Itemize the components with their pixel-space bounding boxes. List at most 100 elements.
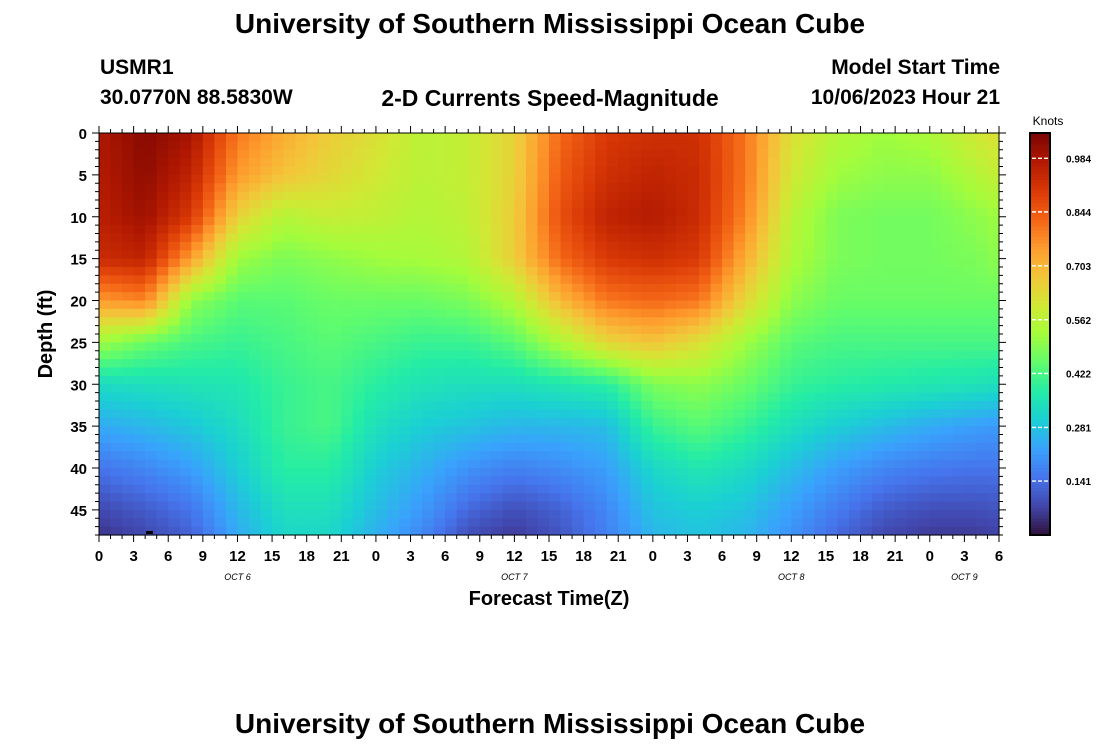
heatmap-cell: [202, 233, 215, 243]
heatmap-cell: [225, 158, 239, 168]
heatmap-cell: [191, 225, 204, 235]
heatmap-cell: [306, 241, 319, 251]
colorbar-segment: [1030, 256, 1050, 261]
heatmap-cell: [710, 325, 723, 335]
heatmap-cell: [629, 275, 642, 285]
heatmap-cell: [687, 308, 700, 318]
heatmap-cell: [641, 267, 654, 276]
heatmap-cell: [699, 233, 712, 243]
heatmap-cell: [433, 275, 446, 285]
colorbar-segment: [1030, 169, 1050, 174]
heatmap-cell: [145, 141, 158, 151]
heatmap-cell: [399, 258, 412, 268]
heatmap-cell: [687, 158, 700, 168]
heatmap-cell: [745, 158, 758, 168]
colorbar-segment: [1030, 377, 1050, 382]
heatmap-cell: [733, 267, 746, 276]
heatmap-cell: [110, 434, 123, 444]
colorbar-segment: [1030, 143, 1050, 147]
heatmap-cell: [249, 216, 262, 226]
heatmap-cell: [214, 384, 227, 394]
x-tick-label: 3: [129, 548, 137, 565]
heatmap-cell: [883, 409, 896, 419]
heatmap-cell: [341, 158, 354, 168]
heatmap-cell: [825, 375, 839, 385]
heatmap-cell: [110, 133, 123, 142]
heatmap-cell: [675, 133, 689, 142]
heatmap-cell: [883, 158, 896, 168]
heatmap-cell: [179, 308, 192, 318]
heatmap-cell: [549, 434, 562, 444]
heatmap-cell: [618, 283, 631, 293]
heatmap-cell: [341, 191, 354, 201]
heatmap-cell: [768, 174, 781, 184]
heatmap-cell: [756, 267, 769, 276]
heatmap-cell: [549, 417, 562, 427]
heatmap-cell: [352, 141, 365, 151]
heatmap-cell: [525, 317, 539, 327]
heatmap-cell: [745, 275, 758, 285]
heatmap-cell: [133, 493, 146, 503]
heatmap-cell: [191, 191, 204, 201]
heatmap-cell: [929, 468, 942, 477]
heatmap-cell: [306, 501, 319, 511]
heatmap-cell: [479, 442, 492, 452]
heatmap-cell: [687, 133, 700, 142]
heatmap-cell: [768, 191, 781, 201]
heatmap-cell: [364, 484, 377, 494]
heatmap-cell: [364, 208, 377, 218]
heatmap-cell: [964, 208, 977, 218]
heatmap-cell: [422, 409, 435, 419]
heatmap-cell: [583, 141, 596, 151]
x-tick-label: 18: [852, 548, 869, 565]
heatmap-cell: [618, 141, 631, 151]
heatmap-cell: [664, 468, 677, 477]
heatmap-cell: [249, 484, 262, 494]
heatmap-cell: [410, 258, 423, 268]
heatmap-cell: [675, 484, 689, 494]
heatmap-cell: [537, 384, 550, 394]
heatmap-cell: [918, 308, 931, 318]
heatmap-cell: [514, 375, 527, 385]
heatmap-cell: [595, 325, 608, 335]
heatmap-cell: [225, 334, 239, 343]
heatmap-cell: [941, 208, 954, 218]
heatmap-cell: [168, 325, 181, 335]
heatmap-cell: [849, 149, 862, 159]
heatmap-cell: [445, 191, 458, 201]
heatmap-cell: [122, 434, 135, 444]
heatmap-cell: [202, 417, 215, 427]
heatmap-cell: [306, 401, 319, 410]
heatmap-cell: [387, 359, 400, 369]
heatmap-cell: [595, 275, 608, 285]
heatmap-cell: [237, 158, 250, 168]
heatmap-cell: [283, 417, 296, 427]
heatmap-cell: [122, 417, 135, 427]
heatmap-cell: [883, 250, 896, 260]
heatmap-cell: [422, 225, 435, 235]
colorbar-segment: [1030, 149, 1050, 154]
heatmap-cell: [652, 392, 665, 402]
heatmap-cell: [122, 166, 135, 176]
heatmap-cell: [756, 191, 769, 201]
heatmap-cell: [214, 258, 227, 268]
heatmap-cell: [722, 258, 735, 268]
heatmap-cell: [249, 174, 262, 184]
heatmap-cell: [745, 216, 758, 226]
heatmap-cell: [225, 468, 239, 477]
heatmap-cell: [272, 325, 285, 335]
heatmap-cell: [791, 325, 804, 335]
heatmap-cell: [964, 468, 977, 477]
x-tick-label: 6: [441, 548, 449, 565]
colorbar-tick-label: 0.141: [1066, 477, 1091, 488]
heatmap-cell: [733, 183, 746, 193]
heatmap-cell: [433, 434, 446, 444]
heatmap-cell: [572, 442, 585, 452]
heatmap-cell: [318, 241, 331, 251]
heatmap-cell: [514, 484, 527, 494]
heatmap-cell: [214, 401, 227, 410]
heatmap-cell: [606, 509, 619, 519]
heatmap-cell: [652, 476, 665, 486]
heatmap-cell: [906, 158, 919, 168]
heatmap-cell: [502, 141, 515, 151]
